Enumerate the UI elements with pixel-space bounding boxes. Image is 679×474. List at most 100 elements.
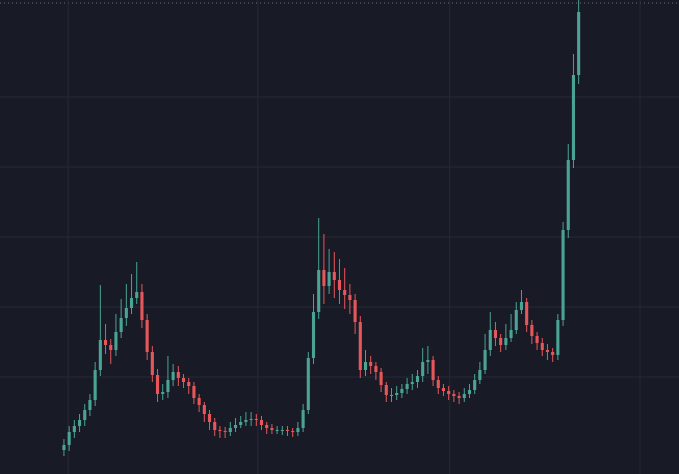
candle-body — [462, 394, 466, 398]
candle-body — [514, 310, 518, 330]
candle-body — [436, 380, 440, 388]
candle-body — [67, 432, 71, 445]
candle-body — [62, 445, 66, 450]
candle-body — [488, 330, 492, 350]
candle-body — [233, 425, 238, 428]
candle-body — [332, 272, 336, 280]
candle-body — [218, 430, 222, 431]
candle-body — [348, 295, 352, 300]
candle-body — [374, 366, 378, 372]
candle-body — [431, 360, 435, 380]
candle-body — [98, 340, 102, 370]
candle-body — [358, 322, 362, 370]
candle-body — [103, 340, 108, 345]
candle-body — [457, 396, 461, 398]
candle-body — [72, 426, 76, 432]
candle-body — [166, 380, 170, 392]
candle-body — [244, 420, 248, 422]
candle-body — [181, 378, 186, 382]
candle-body — [384, 385, 388, 395]
candle-body — [83, 410, 87, 420]
candle-body — [556, 320, 560, 355]
candle-body — [441, 388, 446, 391]
candle-body — [171, 372, 175, 380]
candle-body — [519, 302, 524, 310]
candle-body — [493, 330, 498, 338]
candle-body — [213, 422, 217, 430]
candle-body — [467, 390, 472, 394]
candle-body — [452, 394, 456, 396]
candle-body — [577, 12, 581, 75]
candle-body — [311, 312, 316, 358]
candle-body — [145, 320, 149, 352]
candle-body — [88, 400, 92, 410]
candle-body — [124, 308, 128, 318]
candle-body — [291, 431, 295, 432]
candle-body — [566, 160, 570, 230]
candle-body — [343, 290, 347, 295]
candle-body — [223, 431, 227, 432]
candle-body — [478, 370, 482, 380]
candle-body — [301, 410, 305, 428]
candle-body — [265, 425, 269, 428]
candle-body — [109, 345, 113, 350]
candle-body — [155, 375, 160, 394]
candle-body — [197, 398, 201, 405]
candle-body — [161, 392, 165, 394]
candle-body — [530, 325, 534, 336]
candle-body — [275, 430, 279, 431]
candle-body — [509, 330, 513, 338]
candle-body — [93, 370, 97, 400]
candle-body — [545, 350, 550, 352]
candle-body — [306, 358, 310, 410]
candle-body — [473, 380, 477, 390]
candle-body — [525, 302, 529, 325]
candle-body — [551, 352, 555, 355]
candle-body — [405, 384, 409, 389]
candle-body — [337, 280, 342, 290]
candle-body — [410, 382, 414, 384]
candle-body — [202, 405, 206, 414]
candle-body — [561, 230, 565, 320]
candle-body — [327, 272, 331, 286]
candle-body — [114, 332, 118, 350]
candle-body — [259, 420, 264, 425]
candle-body — [249, 419, 253, 420]
candle-body — [239, 422, 243, 425]
candle-body — [296, 428, 300, 432]
candle-body — [187, 382, 191, 386]
candle-body — [119, 318, 123, 332]
candle-body — [317, 270, 321, 312]
candle-body — [280, 430, 284, 431]
candle-body — [129, 298, 134, 308]
candle-body — [379, 372, 383, 385]
candle-body — [207, 414, 212, 422]
candle-body — [415, 376, 420, 382]
candle-body — [254, 419, 258, 420]
candle-body — [421, 362, 425, 376]
candle-body — [483, 350, 487, 370]
candle-body — [504, 338, 508, 345]
candle-body — [389, 395, 394, 396]
candle-body — [322, 270, 326, 286]
candle-body — [192, 386, 196, 398]
candle-body — [447, 391, 451, 394]
candle-body — [369, 362, 373, 366]
candle-body — [363, 362, 368, 370]
candle-body — [77, 420, 82, 426]
candle-body — [270, 428, 274, 430]
candle-body — [176, 372, 180, 378]
candle-body — [535, 336, 539, 343]
candle-body — [499, 338, 503, 345]
candle-body — [426, 360, 430, 362]
candle-body — [228, 428, 232, 432]
candle-body — [150, 352, 154, 375]
candle-body — [395, 393, 399, 395]
candle-body — [285, 430, 290, 431]
candle-body — [540, 343, 544, 350]
candle-body — [400, 389, 404, 393]
candle-body — [353, 300, 357, 322]
candle-body — [140, 292, 144, 320]
candle-body — [571, 75, 576, 160]
